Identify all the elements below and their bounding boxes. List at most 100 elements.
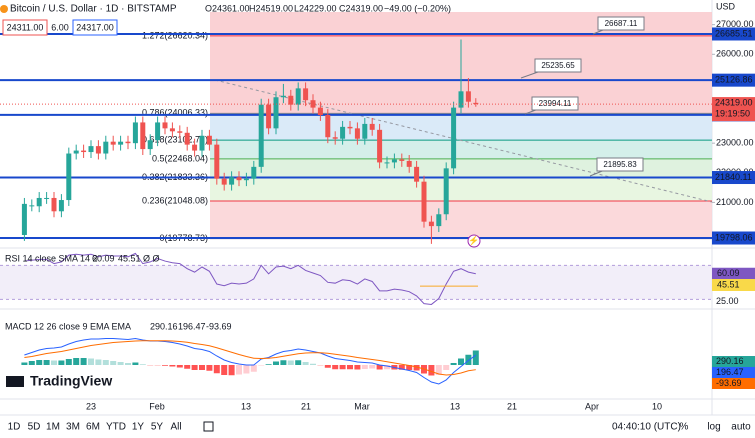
macd-histogram-bar [347, 365, 353, 370]
macd-histogram-bar [21, 362, 28, 365]
macd-histogram-bar [206, 365, 213, 371]
candle-body [340, 126, 346, 139]
range-button[interactable]: 5D [28, 422, 41, 433]
candle-body [192, 144, 198, 151]
candle-body [51, 197, 57, 212]
candle-body [421, 181, 427, 222]
macd-histogram-bar [443, 365, 450, 370]
rsi-tick-label: 25.00 [716, 296, 739, 306]
candle-body [251, 166, 257, 179]
macd-histogram-bar [354, 365, 361, 370]
last-price-badge [712, 97, 755, 122]
candle-body [103, 141, 109, 154]
macd-histogram-bar [287, 360, 294, 365]
macd-histogram-bar [458, 358, 464, 365]
candle-body [125, 141, 131, 144]
macd-histogram-bar [384, 365, 390, 370]
ohlc-value: L24229.00 [294, 3, 337, 13]
callout-box [531, 96, 579, 111]
macd-histogram-bar [184, 365, 191, 369]
range-button[interactable]: 3M [66, 422, 80, 433]
macd-histogram-bar [95, 359, 102, 365]
callout-label: 26687.11 [605, 19, 638, 28]
candle-body [206, 135, 212, 145]
candle-body [436, 214, 442, 227]
buy-price[interactable]: 24317.00 [76, 22, 114, 32]
x-tick-label: 10 [652, 401, 662, 411]
macd-histogram-bar [169, 365, 176, 367]
axis-option[interactable]: log [707, 422, 720, 433]
range-button[interactable]: 1M [46, 422, 60, 433]
macd-badge-label: 290.16 [716, 356, 744, 366]
candle-body [36, 197, 42, 207]
x-tick-label: 21 [301, 401, 311, 411]
candle-body [347, 126, 353, 129]
callout-box [596, 157, 644, 172]
candle-body [354, 128, 360, 139]
rsi-value: 60.09 [92, 253, 115, 263]
range-button[interactable]: 1D [8, 422, 21, 433]
buy-button[interactable] [72, 19, 118, 36]
fib-zone [210, 177, 712, 201]
range-button[interactable]: 1Y [132, 422, 145, 433]
level-badge-label: 19798.06 [715, 232, 753, 242]
macd-badge-label: -93.69 [716, 378, 742, 388]
macd-histogram-bar [36, 360, 43, 365]
macd-histogram-bar [435, 365, 442, 375]
fib-label: 0.5(22468.04) [152, 153, 208, 163]
macd-histogram-bar [258, 365, 265, 366]
macd-histogram-bar [465, 354, 472, 365]
axis-option[interactable]: % [680, 422, 689, 433]
macd-histogram-bar [88, 358, 94, 365]
callout-label: 25235.65 [541, 61, 575, 70]
macd-value: 290.16 [150, 321, 178, 331]
rsi-line [24, 252, 476, 305]
fib-label: 0.786(24006.33) [142, 108, 208, 118]
countdown: 19:19:50 [715, 108, 750, 118]
callout-label: 21895.83 [603, 160, 637, 169]
candle-body [473, 102, 479, 105]
price-tick-label: 27000.00 [716, 19, 754, 29]
macd-histogram-bar [472, 350, 479, 365]
ohlc-value: H24519.00 [249, 3, 293, 13]
sell-price[interactable]: 24311.00 [7, 22, 44, 32]
candle-body [177, 131, 183, 133]
macd-histogram-bar [228, 365, 235, 376]
rsi-ma-value: 45.51 [118, 253, 141, 263]
candle-body [66, 153, 72, 201]
candle-body [414, 166, 420, 182]
level-badge [712, 171, 755, 185]
macd-badge [712, 378, 755, 389]
candle-body [58, 200, 64, 212]
range-button[interactable]: YTD [106, 422, 126, 433]
range-button[interactable]: 6M [86, 422, 100, 433]
candle-body [362, 123, 368, 139]
macd-histogram-bar [80, 358, 87, 365]
macd-histogram-bar [176, 365, 183, 368]
candle-body [288, 95, 294, 105]
event-icon-glyph: ⚡ [468, 234, 479, 246]
fib-label: 1.272(26620.34) [142, 30, 208, 40]
candle-body [162, 122, 168, 129]
calendar-icon[interactable] [203, 421, 214, 432]
macd-histogram-bar [221, 365, 228, 375]
level-badge-label: 21840.11 [715, 172, 752, 182]
candle-body [325, 115, 331, 138]
macd-histogram-bar [28, 361, 35, 365]
rsi-ma-badge [712, 279, 755, 291]
rsi-band [0, 265, 712, 300]
axis-option[interactable]: auto [731, 422, 751, 433]
macd-histogram-bar [324, 365, 331, 368]
macd-histogram-bar [102, 360, 109, 365]
fib-label: 0.236(21048.08) [142, 195, 208, 205]
range-button[interactable]: All [170, 422, 181, 433]
callout-box [597, 16, 645, 31]
spread: 6.00 [51, 22, 69, 32]
macd-histogram-bar [236, 365, 242, 375]
range-button[interactable]: 5Y [151, 422, 164, 433]
x-tick-label: 13 [241, 401, 251, 411]
sell-button[interactable] [2, 19, 48, 36]
macd-histogram-bar [139, 364, 146, 365]
candle-body [428, 221, 434, 227]
rsi-extra: Ø Ø [143, 253, 160, 263]
